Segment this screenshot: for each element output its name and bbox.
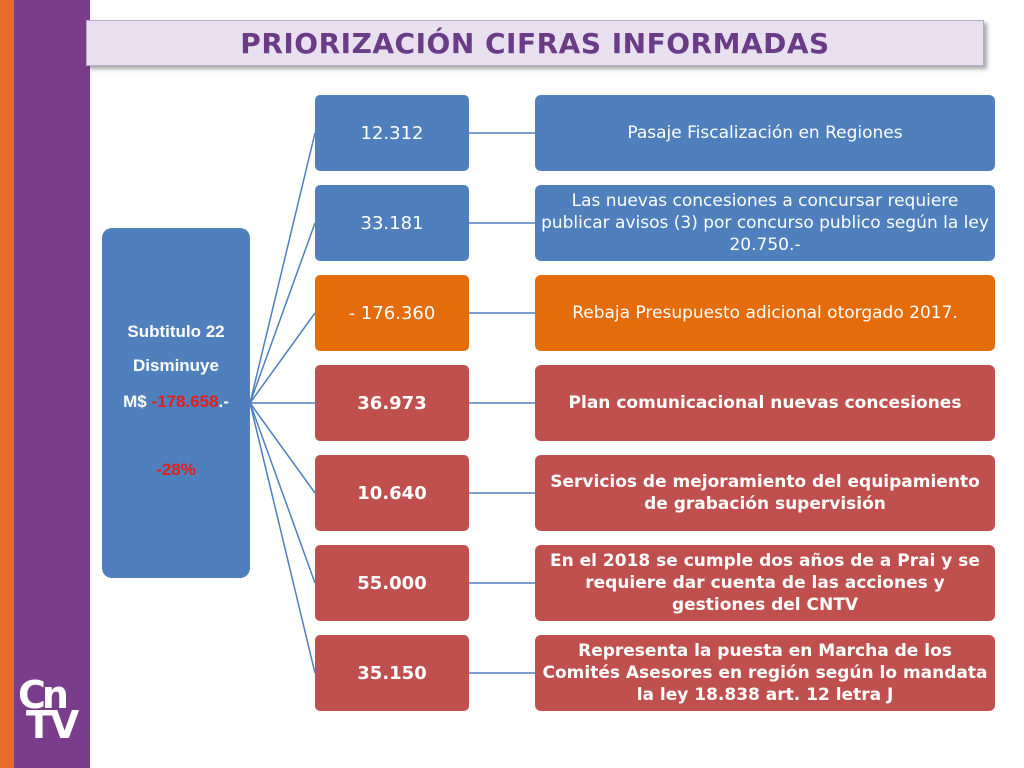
amount-node-6: 55.000	[315, 545, 469, 621]
connector-root-to-amount-5	[249, 402, 316, 494]
connector-root-to-amount-7	[249, 402, 316, 674]
amount-node-7: 35.150	[315, 635, 469, 711]
connector-root-to-amount-1	[249, 132, 316, 404]
cntv-logo: Cn TV	[18, 673, 88, 752]
root-amount: -178.658	[151, 392, 219, 411]
logo-line-2: TV	[26, 703, 79, 747]
page-title: PRIORIZACIÓN CIFRAS INFORMADAS	[240, 26, 830, 60]
connector-root-to-amount-3	[249, 312, 316, 404]
description-node-4: Plan comunicacional nuevas concesiones	[535, 365, 995, 441]
root-percent: -28%	[156, 460, 196, 479]
title-banner: PRIORIZACIÓN CIFRAS INFORMADAS	[86, 20, 984, 66]
connector-root-to-amount-2	[249, 222, 316, 404]
connector-root-to-amount-6	[249, 402, 316, 584]
root-node-subtitulo: Subtitulo 22 Disminuye M$ -178.658.- -28…	[102, 228, 250, 578]
logo-line-1: Cn	[18, 673, 69, 717]
root-currency: M$	[123, 392, 152, 411]
description-node-1: Pasaje Fiscalización en Regiones	[535, 95, 995, 171]
amount-node-1: 12.312	[315, 95, 469, 171]
root-amount-suffix: .-	[218, 392, 229, 411]
sidebar-curve-decoration	[70, 0, 90, 768]
amount-node-2: 33.181	[315, 185, 469, 261]
description-node-7: Representa la puesta en Marcha de los Co…	[535, 635, 995, 711]
description-node-6: En el 2018 se cumple dos años de a Prai …	[535, 545, 995, 621]
description-node-5: Servicios de mejoramiento del equipamien…	[535, 455, 995, 531]
sidebar-orange-stripe	[0, 0, 18, 768]
amount-node-5: 10.640	[315, 455, 469, 531]
root-label-disminuye: Disminuye	[133, 356, 219, 375]
root-label-subtitulo: Subtitulo 22	[127, 322, 225, 341]
description-node-2: Las nuevas concesiones a concursar requi…	[535, 185, 995, 261]
root-amount-line: M$ -178.658.-	[102, 392, 250, 412]
amount-node-4: 36.973	[315, 365, 469, 441]
amount-node-3: - 176.360	[315, 275, 469, 351]
description-node-3: Rebaja Presupuesto adicional otorgado 20…	[535, 275, 995, 351]
